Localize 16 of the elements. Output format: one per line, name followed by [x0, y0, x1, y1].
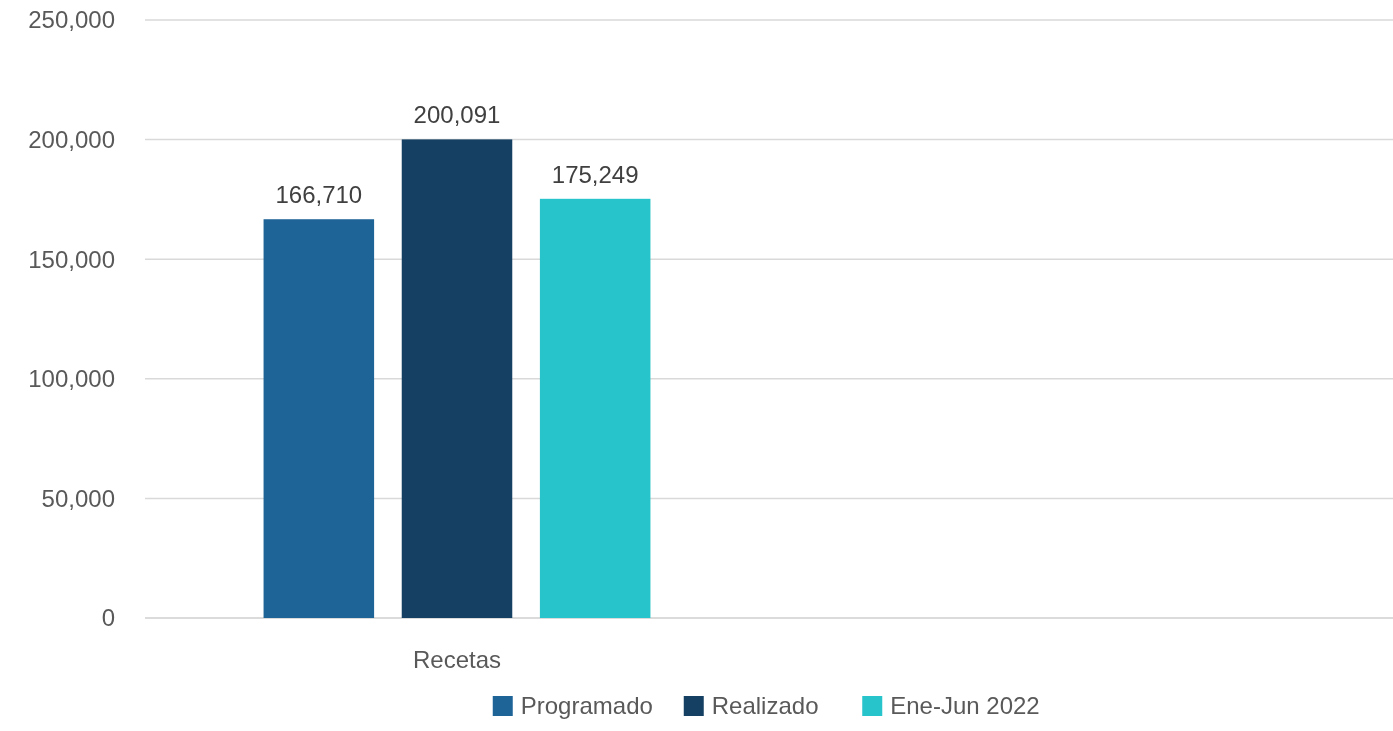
y-tick-label: 200,000 [28, 126, 115, 153]
y-tick-label: 150,000 [28, 245, 115, 273]
y-tick-label: 50,000 [41, 484, 115, 512]
data-label: 200,091 [413, 101, 501, 129]
legend-label: Ene-Jun 2022 [890, 692, 1040, 719]
y-tick-label: 0 [101, 604, 115, 632]
y-tick-label: 250,000 [28, 6, 115, 34]
legend-label: Realizado [711, 692, 819, 719]
bar [401, 139, 513, 618]
data-label: 166,710 [275, 181, 363, 209]
data-label: 175,249 [551, 160, 639, 188]
legend-label: Programado [520, 692, 653, 719]
bar [263, 219, 375, 618]
bar [539, 198, 651, 618]
x-tick-label: Recetas [412, 646, 502, 673]
y-tick-label: 100,000 [28, 365, 115, 393]
